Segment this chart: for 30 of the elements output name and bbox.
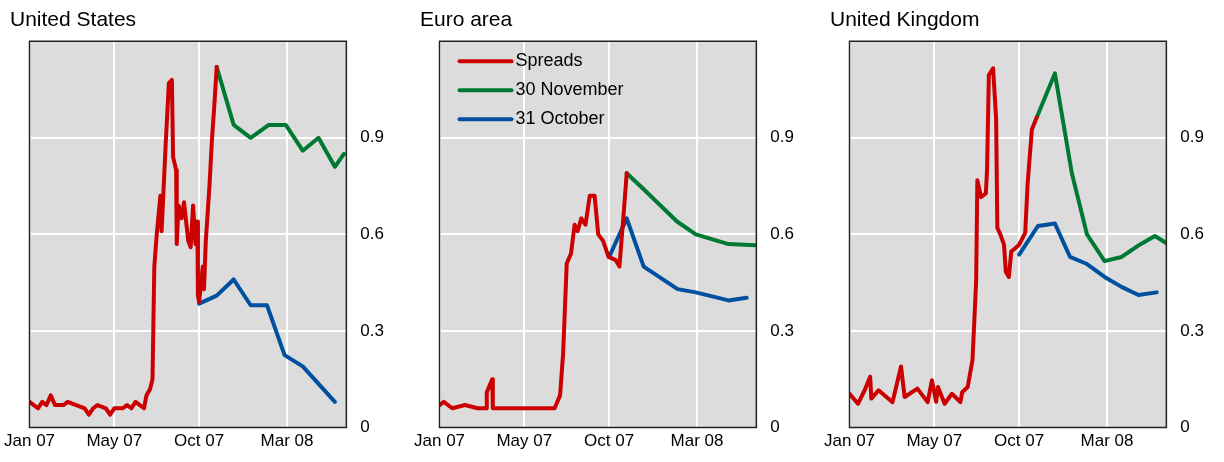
chart-title: Euro area: [420, 7, 513, 31]
x-tick-label: Oct 07: [174, 431, 225, 451]
y-tick-label: 0: [360, 417, 370, 437]
x-tick-label: Oct 07: [584, 431, 635, 451]
y-tick-label: 0.3: [770, 320, 795, 340]
chart-title: United States: [10, 7, 137, 31]
y-tick-label: 0.6: [1180, 224, 1205, 244]
chart-title: United Kingdom: [830, 7, 980, 31]
x-tick-label: May 07: [86, 431, 143, 451]
y-tick-label: 0.9: [360, 127, 385, 147]
y-tick-label: 0.9: [1180, 127, 1205, 147]
x-tick-label: Jan 07: [414, 431, 466, 451]
legend-label: 30 November: [515, 79, 624, 100]
x-tick-label: Jan 07: [824, 431, 876, 451]
x-tick-label: May 07: [906, 431, 963, 451]
x-tick-label: May 07: [496, 431, 553, 451]
y-tick-label: 0.3: [360, 320, 385, 340]
x-tick-label: Mar 08: [1080, 431, 1134, 451]
legend-label: Spreads: [515, 50, 583, 71]
y-tick-label: 0.9: [770, 127, 795, 147]
y-tick-label: 0.6: [770, 224, 795, 244]
y-tick-label: 0.3: [1180, 320, 1205, 340]
x-tick-label: Mar 08: [670, 431, 724, 451]
y-tick-label: 0: [1180, 417, 1190, 437]
y-tick-label: 0.6: [360, 224, 385, 244]
x-tick-label: Jan 07: [4, 431, 56, 451]
x-tick-label: Oct 07: [994, 431, 1045, 451]
legend-label: 31 October: [515, 108, 605, 129]
y-tick-label: 0: [770, 417, 780, 437]
x-tick-label: Mar 08: [260, 431, 314, 451]
